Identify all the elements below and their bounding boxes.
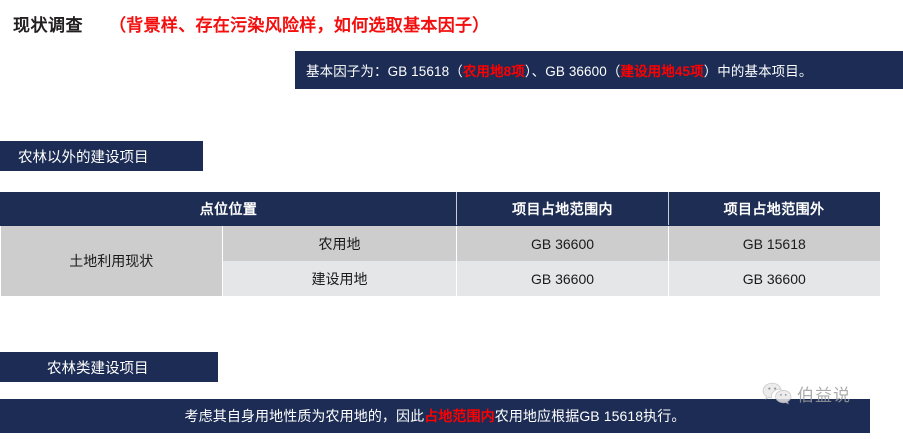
land-use-standards-table: 点位位置 项目占地范围内 项目占地范围外 土地利用现状 农用地 GB 36600…: [0, 192, 881, 296]
basic-factors-text: 基本因子为：GB 15618（农用地8项）、GB 36600（建设用地45项）中…: [306, 60, 813, 80]
table-cell-land-type: 农用地: [222, 225, 458, 261]
basic-factors-text-part3: ）中的基本项目。: [703, 64, 813, 79]
page-title-subtitle: （背景样、存在污染风险样，如何选取基本因子）: [109, 16, 490, 35]
basic-factors-highlight-agricultural: 农用地8项: [462, 64, 525, 79]
table-cell-row-group-label: 土地利用现状: [0, 225, 223, 296]
table-cell-land-type: 建设用地: [222, 261, 458, 296]
conclusion-text-part2: 农用地应根据GB 15618执行。: [494, 408, 686, 424]
table-header-location: 点位位置: [0, 192, 458, 226]
section-label-non-agroforestry: 农林以外的建设项目: [0, 141, 203, 171]
basic-factors-highlight-construction: 建设用地45项: [620, 64, 704, 79]
conclusion-text: 考虑其自身用地性质为农用地的，因此占地范围内农用地应根据GB 15618执行。: [185, 406, 686, 426]
section-label-agroforestry: 农林类建设项目: [0, 352, 218, 382]
table-cell-inside-standard: GB 36600: [456, 261, 670, 296]
table-header-inside-site: 项目占地范围内: [456, 192, 670, 226]
table-header-outside-site: 项目占地范围外: [668, 192, 881, 226]
table-cell-outside-standard: GB 36600: [668, 261, 880, 296]
section-label-non-agroforestry-text: 农林以外的建设项目: [18, 149, 149, 166]
conclusion-text-part1: 考虑其自身用地性质为农用地的，因此: [184, 408, 425, 424]
table-header-row: 点位位置 项目占地范围内 项目占地范围外: [0, 192, 881, 226]
basic-factors-banner: 基本因子为：GB 15618（农用地8项）、GB 36600（建设用地45项）中…: [295, 51, 903, 89]
basic-factors-text-part1: 基本因子为：GB 15618（: [306, 64, 463, 79]
basic-factors-text-part2: ）、GB 36600（: [524, 64, 621, 79]
table-row: 土地利用现状 农用地 GB 36600 GB 15618: [0, 225, 880, 296]
conclusion-highlight: 占地范围内: [424, 408, 495, 424]
table-row: 建设用地 GB 36600 GB 36600: [1, 261, 880, 296]
page-title: 现状调查 （背景样、存在污染风险样，如何选取基本因子）: [13, 11, 490, 36]
table-cell-inside-standard: GB 36600: [456, 225, 670, 261]
page-title-main: 现状调查: [13, 16, 83, 35]
table-cell-outside-standard: GB 15618: [668, 225, 880, 261]
conclusion-banner: 考虑其自身用地性质为农用地的，因此占地范围内农用地应根据GB 15618执行。: [0, 399, 870, 433]
section-label-agroforestry-text: 农林类建设项目: [47, 360, 149, 377]
